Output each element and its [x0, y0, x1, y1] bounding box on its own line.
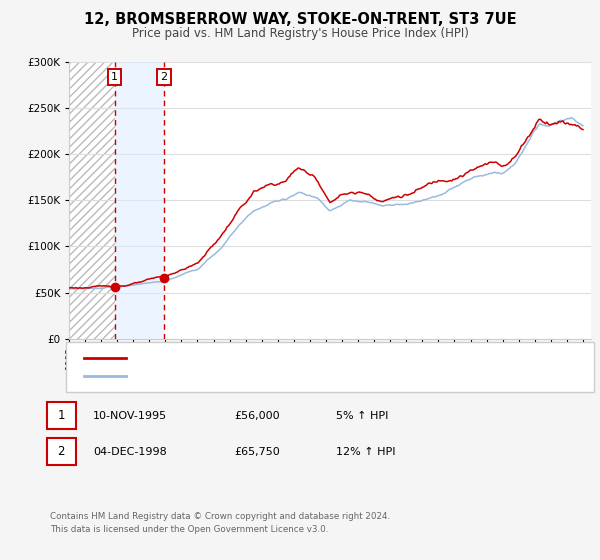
- Text: 12, BROMSBERROW WAY, STOKE-ON-TRENT, ST3 7UE (detached house): 12, BROMSBERROW WAY, STOKE-ON-TRENT, ST3…: [133, 353, 490, 363]
- Text: HPI: Average price, detached house, Stoke-on-Trent: HPI: Average price, detached house, Stok…: [133, 371, 389, 381]
- Text: £65,750: £65,750: [234, 447, 280, 457]
- Text: 10-NOV-1995: 10-NOV-1995: [93, 410, 167, 421]
- Text: Contains HM Land Registry data © Crown copyright and database right 2024.
This d: Contains HM Land Registry data © Crown c…: [50, 512, 390, 534]
- Text: 2: 2: [161, 72, 167, 82]
- Text: 2: 2: [58, 445, 65, 459]
- Text: 5% ↑ HPI: 5% ↑ HPI: [336, 410, 388, 421]
- Text: 1: 1: [111, 72, 118, 82]
- Text: 1: 1: [58, 409, 65, 422]
- Bar: [69, 62, 115, 339]
- Text: £56,000: £56,000: [234, 410, 280, 421]
- Bar: [115, 62, 164, 339]
- Text: 04-DEC-1998: 04-DEC-1998: [93, 447, 167, 457]
- Text: 12, BROMSBERROW WAY, STOKE-ON-TRENT, ST3 7UE: 12, BROMSBERROW WAY, STOKE-ON-TRENT, ST3…: [83, 12, 517, 27]
- Text: Price paid vs. HM Land Registry's House Price Index (HPI): Price paid vs. HM Land Registry's House …: [131, 27, 469, 40]
- Text: 12% ↑ HPI: 12% ↑ HPI: [336, 447, 395, 457]
